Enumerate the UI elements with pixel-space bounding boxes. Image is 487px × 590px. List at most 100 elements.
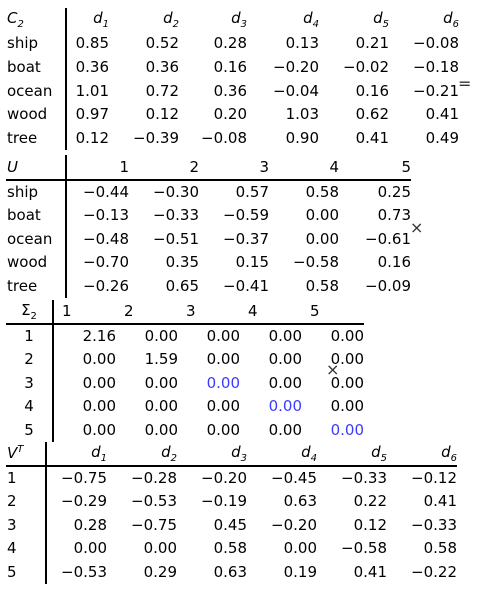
c2-cell: −0.08 bbox=[413, 34, 459, 53]
u-cell: 0.25 bbox=[377, 182, 411, 201]
sigma-cell: 0.00 bbox=[330, 373, 364, 392]
c2-cell: −0.39 bbox=[133, 128, 179, 147]
vt-cell: −0.12 bbox=[411, 468, 457, 487]
c2-cell: 1.01 bbox=[75, 81, 109, 100]
u-cell: 0.00 bbox=[305, 229, 339, 248]
c2-cell: 0.85 bbox=[75, 34, 109, 53]
u-cell: 0.58 bbox=[305, 182, 339, 201]
c2-col-header: d1 bbox=[66, 8, 109, 32]
vt-cell: −0.75 bbox=[61, 468, 107, 487]
times-sign-1: × bbox=[410, 218, 424, 237]
sigma-col-header: 4 bbox=[240, 300, 302, 325]
c2-cell: −0.20 bbox=[273, 57, 319, 76]
sigma-corner: Σ2 bbox=[6, 300, 54, 325]
c2-cell: 0.12 bbox=[145, 105, 179, 124]
c2-cell: 0.16 bbox=[355, 81, 389, 100]
vt-matrix: VT d1 d2 d3 d4 d5 d6 1 −0.75 −0.28 −0.20… bbox=[6, 442, 457, 584]
sigma-header-row: Σ2 1 2 3 4 5 bbox=[6, 300, 364, 325]
u-cell: 0.65 bbox=[165, 276, 199, 295]
c2-cell: 0.97 bbox=[75, 105, 109, 124]
sigma-cell-highlighted: 0.00 bbox=[330, 420, 364, 439]
c2-cell: 0.52 bbox=[145, 34, 179, 53]
vt-cell: −0.20 bbox=[271, 515, 317, 534]
vt-col-header: d3 bbox=[177, 442, 247, 467]
vt-row: 1 −0.75 −0.28 −0.20 −0.45 −0.33 −0.12 bbox=[6, 465, 457, 490]
vt-col-header: d5 bbox=[317, 442, 387, 467]
vt-row: 3 0.28 −0.75 0.45 −0.20 0.12 −0.33 bbox=[6, 512, 457, 537]
c2-col-base: d bbox=[93, 9, 103, 28]
c2-cell: 0.16 bbox=[213, 57, 247, 76]
sigma-cell: 0.00 bbox=[144, 326, 178, 345]
c2-row: tree 0.12 −0.39 −0.08 0.90 0.41 0.49 bbox=[6, 125, 459, 150]
vt-cell: 0.41 bbox=[353, 562, 387, 581]
c2-cell: −0.04 bbox=[273, 81, 319, 100]
sigma-col-header: 2 bbox=[116, 300, 178, 325]
c2-col-base: d bbox=[163, 9, 173, 28]
c2-cell: 0.21 bbox=[355, 34, 389, 53]
sigma-col-header: 3 bbox=[178, 300, 240, 325]
c2-cell: 1.03 bbox=[285, 105, 319, 124]
sigma-cell: 0.00 bbox=[206, 326, 240, 345]
u-cell: 0.15 bbox=[235, 253, 269, 272]
sigma-row: 5 0.00 0.00 0.00 0.00 0.00 bbox=[6, 417, 364, 442]
u-cell: −0.26 bbox=[83, 276, 129, 295]
vt-row-label: 1 bbox=[6, 465, 47, 490]
vt-cell: 0.29 bbox=[143, 562, 177, 581]
u-cell: 0.16 bbox=[377, 253, 411, 272]
c2-col-sub: 3 bbox=[240, 19, 247, 31]
sigma-row-label: 1 bbox=[6, 323, 54, 348]
c2-col-header: d6 bbox=[389, 8, 459, 32]
vt-cell: 0.00 bbox=[283, 539, 317, 558]
vt-row-label: 3 bbox=[6, 512, 47, 537]
u-row-label: tree bbox=[6, 273, 67, 298]
c2-col-header: d2 bbox=[109, 8, 179, 32]
c2-cell: −0.21 bbox=[413, 81, 459, 100]
u-col-header: 3 bbox=[259, 157, 269, 176]
vt-col-sub: 1 bbox=[100, 452, 107, 464]
c2-cell: −0.18 bbox=[413, 57, 459, 76]
vt-row: 4 0.00 0.00 0.58 0.00 −0.58 0.58 bbox=[6, 536, 457, 560]
c2-cell: 0.72 bbox=[145, 81, 179, 100]
u-row-label: boat bbox=[6, 203, 67, 227]
u-cell: −0.37 bbox=[223, 229, 269, 248]
vt-cell: −0.75 bbox=[131, 515, 177, 534]
c2-cell: 0.49 bbox=[425, 128, 459, 147]
sigma-cell: 0.00 bbox=[82, 397, 116, 416]
c2-corner-symbol: C bbox=[7, 9, 18, 28]
c2-col-sub: 6 bbox=[452, 19, 459, 31]
c2-cell: 0.36 bbox=[75, 57, 109, 76]
c2-row-label: boat bbox=[6, 55, 67, 79]
vt-cell: 0.58 bbox=[423, 539, 457, 558]
c2-cell: 0.36 bbox=[213, 81, 247, 100]
vt-cell: −0.28 bbox=[131, 468, 177, 487]
vt-cell: −0.53 bbox=[131, 491, 177, 510]
vt-cell: 0.63 bbox=[283, 491, 317, 510]
sigma-row: 2 0.00 1.59 0.00 0.00 0.00 bbox=[6, 347, 364, 371]
vt-cell: 0.58 bbox=[213, 539, 247, 558]
c2-cell: 0.13 bbox=[285, 34, 319, 53]
sigma-cell: 0.00 bbox=[268, 373, 302, 392]
vt-col-header: d6 bbox=[387, 442, 457, 467]
vt-row-label: 5 bbox=[6, 559, 47, 584]
sigma-row: 4 0.00 0.00 0.00 0.00 0.00 bbox=[6, 394, 364, 418]
vt-col-sub: 2 bbox=[170, 452, 177, 464]
vt-header-row: VT d1 d2 d3 d4 d5 d6 bbox=[6, 442, 457, 467]
vt-col-sub: 3 bbox=[240, 452, 247, 464]
sigma-corner-symbol: Σ bbox=[21, 300, 31, 319]
sigma-col-header: 1 bbox=[53, 300, 116, 325]
sigma-cell: 0.00 bbox=[268, 326, 302, 345]
c2-header-row: C2 d1 d2 d3 d4 d5 d6 bbox=[6, 8, 459, 32]
u-col-header: 5 bbox=[401, 157, 411, 176]
c2-cell: 0.28 bbox=[213, 34, 247, 53]
sigma-cell: 0.00 bbox=[82, 373, 116, 392]
sigma-cell: 0.00 bbox=[144, 420, 178, 439]
sigma-cell: 0.00 bbox=[268, 420, 302, 439]
vt-corner-superscript: T bbox=[17, 444, 24, 456]
sigma-cell: 0.00 bbox=[144, 397, 178, 416]
vt-cell: −0.29 bbox=[61, 491, 107, 510]
vt-cell: −0.53 bbox=[61, 562, 107, 581]
vt-row-label: 2 bbox=[6, 489, 47, 513]
sigma-cell: 0.00 bbox=[330, 326, 364, 345]
u-cell: 0.73 bbox=[377, 205, 411, 224]
sigma-cell: 0.00 bbox=[330, 349, 364, 368]
